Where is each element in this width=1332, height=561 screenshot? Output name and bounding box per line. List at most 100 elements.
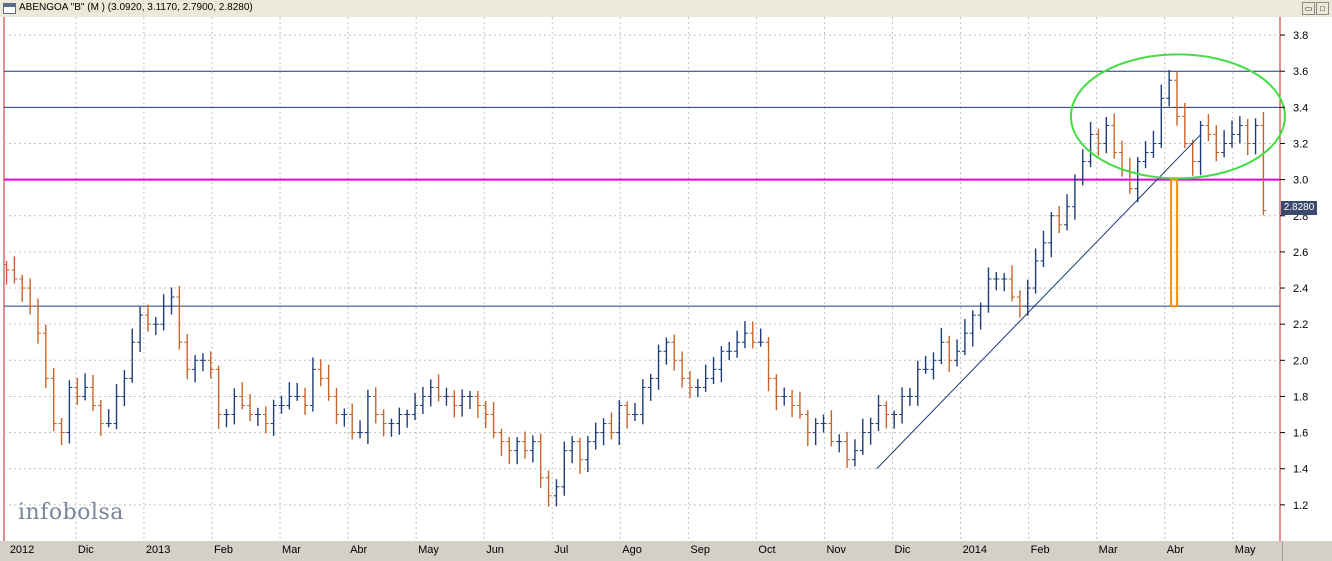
x-axis-label: Jun xyxy=(486,544,504,556)
x-axis-label: May xyxy=(418,544,439,556)
ohlc-bar xyxy=(302,387,309,415)
ohlc-bar xyxy=(459,389,466,417)
ohlc-bar xyxy=(529,435,536,463)
ohlc-bar xyxy=(954,339,961,367)
ohlc-bar xyxy=(1197,120,1204,176)
ohlc-bar xyxy=(341,408,348,427)
ohlc-bar xyxy=(199,353,206,372)
horizontal-lines xyxy=(4,70,1280,307)
plot-background xyxy=(0,17,1282,541)
ohlc-bar xyxy=(443,387,450,406)
y-axis-ticks: 1.21.41.61.82.02.22.42.62.83.03.23.43.63… xyxy=(1280,30,1308,512)
ohlc-bar xyxy=(223,409,230,428)
ohlc-bar xyxy=(600,418,607,446)
ohlc-bar xyxy=(1158,84,1165,148)
ohlc-bar xyxy=(741,321,748,349)
x-axis-label: Abr xyxy=(1166,544,1184,556)
ohlc-bar xyxy=(671,334,678,371)
ohlc-bar xyxy=(1032,248,1039,294)
trendlines xyxy=(876,134,1202,470)
ohlc-bar xyxy=(1009,265,1016,302)
x-axis-label: Nov xyxy=(826,544,847,556)
last-price-badge: 2.8280 xyxy=(1281,201,1317,215)
ohlc-bar xyxy=(624,401,631,429)
ohlc-bar xyxy=(576,437,583,474)
ohlc-bar xyxy=(663,337,670,365)
ohlc-bar xyxy=(985,267,992,313)
ohlc-bar xyxy=(467,390,474,410)
ohlc-bar xyxy=(1142,141,1149,169)
ohlc-bar xyxy=(215,365,222,429)
ohlc-bar xyxy=(734,330,741,358)
ohlc-bar xyxy=(1181,102,1188,149)
ohlc-bar xyxy=(969,310,976,347)
ohlc-bar xyxy=(859,418,866,455)
ohlc-bar xyxy=(482,400,489,429)
ohlc-bar xyxy=(349,403,356,440)
ohlc-bar xyxy=(207,351,214,379)
ohlc-bar xyxy=(561,441,568,496)
ohlc-bar xyxy=(1103,117,1110,154)
ohlc-bar xyxy=(388,418,395,437)
x-axis-label: 2013 xyxy=(145,544,171,556)
ohlc-bar xyxy=(726,341,733,360)
ohlc-bar xyxy=(639,379,646,425)
ohlc-bar xyxy=(1228,120,1235,148)
ohlc-bar xyxy=(647,373,654,401)
x-axis-label: May xyxy=(1234,544,1256,556)
ohlc-bar xyxy=(1048,211,1055,258)
ohlc-bar xyxy=(686,370,693,398)
ohlc-bar xyxy=(1040,230,1047,267)
ohlc-bar xyxy=(851,439,858,467)
ohlc-bar xyxy=(875,394,882,432)
ohlc-bar xyxy=(498,428,505,456)
ohlc-bar xyxy=(1095,128,1102,156)
x-axis-label: Sep xyxy=(690,544,710,556)
ohlc-bar xyxy=(176,286,183,350)
ohlc-bar xyxy=(584,435,591,473)
ohlc-bar xyxy=(781,387,788,406)
restore-button[interactable]: ▭ xyxy=(1302,2,1315,15)
ohlc-bar xyxy=(113,383,120,430)
ohlc-bar xyxy=(1244,119,1251,156)
ohlc-bar xyxy=(372,387,379,424)
ohlc-bar xyxy=(616,399,623,446)
ohlc-bar xyxy=(364,389,371,444)
ohlc-bar xyxy=(930,352,937,380)
y-tick-label: 1.8 xyxy=(1293,391,1308,403)
maximize-button[interactable]: □ xyxy=(1316,2,1329,15)
projection-rect xyxy=(1170,178,1179,308)
ohlc-bar xyxy=(545,470,552,507)
x-axis-label: Ago xyxy=(622,544,642,556)
ohlc-bar xyxy=(1071,174,1078,220)
ohlc-bar xyxy=(506,437,513,465)
ohlc-bar xyxy=(58,418,65,446)
ohlc-bar xyxy=(1024,279,1031,316)
x-axis-label: 2012 xyxy=(9,544,35,556)
ohlc-bar xyxy=(1111,113,1118,159)
ohlc-bar xyxy=(396,407,403,435)
x-axis-label: Dic xyxy=(77,544,94,556)
ohlc-bar xyxy=(844,431,851,468)
ohlc-bar xyxy=(883,401,890,429)
ohlc-bar xyxy=(239,382,246,410)
y-tick-label: 2.4 xyxy=(1293,283,1308,295)
ohlc-bar xyxy=(1166,70,1173,107)
ohlc-bar xyxy=(993,272,1000,291)
ohlc-bar xyxy=(152,317,159,336)
ohlc-bar xyxy=(757,328,764,347)
ohlc-bar xyxy=(1056,205,1063,234)
y-tick-label: 3.2 xyxy=(1293,138,1308,150)
ohlc-bar xyxy=(749,321,756,349)
y-tick-label: 1.6 xyxy=(1293,428,1308,440)
chart-window-icon xyxy=(3,3,16,14)
y-tick-label: 1.2 xyxy=(1293,500,1308,512)
ohlc-bar xyxy=(419,386,426,414)
ohlc-bar xyxy=(796,391,803,419)
x-axis-label: Feb xyxy=(1030,544,1050,556)
ohlc-bar xyxy=(694,378,701,398)
ohlc-bar xyxy=(914,360,921,406)
ohlc-bar xyxy=(317,359,324,387)
x-axis-label: 2014 xyxy=(962,544,988,556)
ohlc-bar xyxy=(1174,71,1181,126)
